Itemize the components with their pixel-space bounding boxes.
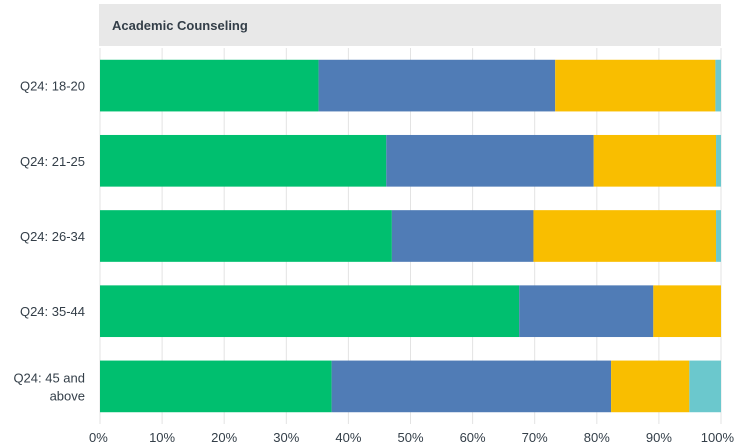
bar-segment[interactable]	[386, 134, 594, 187]
x-tick-label: 80%	[584, 430, 610, 445]
bar-segment[interactable]	[391, 210, 534, 262]
bar-segment[interactable]	[593, 134, 717, 187]
category-label: Q24: 35-44	[20, 304, 85, 319]
x-tick-label: 20%	[211, 430, 237, 445]
category-label: Q24: 26-34	[20, 229, 85, 244]
bar-segment[interactable]	[100, 210, 392, 262]
category-labels: Q24: 18-20 Q24: 21-25 Q24: 26-34 Q24: 35-44…	[13, 79, 85, 404]
bar-segment[interactable]	[716, 210, 721, 262]
bar-segment[interactable]	[611, 360, 690, 413]
category-label: Q24: 21-25	[20, 154, 85, 169]
bar-segment[interactable]	[715, 59, 721, 112]
bar-segment[interactable]	[100, 360, 332, 413]
bar-segment[interactable]	[100, 285, 520, 338]
bar-segment[interactable]	[533, 210, 717, 262]
x-tick-label: 0%	[89, 430, 108, 445]
bar-segment[interactable]	[653, 285, 721, 338]
x-tick-label: 30%	[273, 430, 299, 445]
category-label: Q24: 18-20	[20, 79, 85, 94]
bar-segment[interactable]	[318, 59, 556, 112]
x-tick-label: 70%	[522, 430, 548, 445]
bar-segment[interactable]	[716, 134, 721, 187]
x-tick-label: 100%	[701, 430, 734, 445]
bar-segment[interactable]	[331, 360, 612, 413]
x-tick-label: 40%	[335, 430, 361, 445]
chart-title: Academic Counseling	[112, 18, 248, 33]
bar-segment[interactable]	[689, 360, 721, 413]
bar-segment[interactable]	[555, 59, 716, 112]
x-tick-label: 60%	[460, 430, 486, 445]
bar-segment[interactable]	[100, 59, 319, 112]
bar-segment[interactable]	[519, 285, 654, 338]
x-tick-label: 90%	[646, 430, 672, 445]
category-label: Q24: 45 and above	[13, 370, 85, 403]
bars	[100, 59, 721, 413]
x-axis-tick-labels: 0% 10% 20% 30% 40% 50% 60% 70% 80% 90% 100%	[89, 430, 734, 445]
x-tick-label: 10%	[149, 430, 175, 445]
title-bar	[99, 4, 721, 46]
x-tick-label: 50%	[397, 430, 423, 445]
bar-segment[interactable]	[100, 134, 387, 187]
